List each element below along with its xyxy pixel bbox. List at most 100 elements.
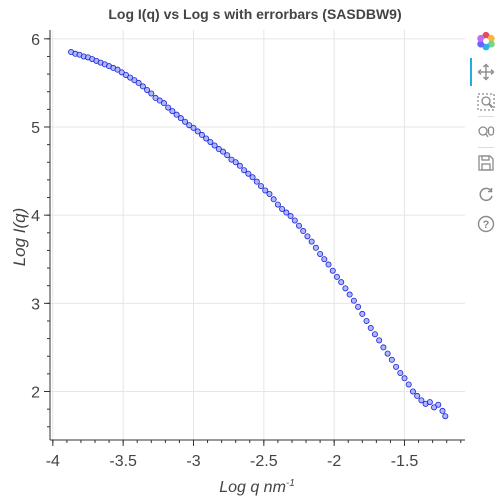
bokeh-logo-icon[interactable]: [475, 30, 497, 52]
data-point[interactable]: [393, 363, 400, 370]
data-point[interactable]: [359, 310, 366, 317]
data-point[interactable]: [312, 244, 319, 251]
y-axis-ticks: 2 3 4 5 6: [31, 32, 50, 428]
data-point[interactable]: [329, 267, 336, 274]
data-point[interactable]: [380, 344, 387, 351]
toolbar-separator: [478, 116, 494, 117]
data-point[interactable]: [308, 238, 315, 245]
data-point[interactable]: [435, 401, 442, 408]
data-point[interactable]: [300, 228, 307, 235]
data-point[interactable]: [333, 273, 340, 280]
data-point[interactable]: [182, 118, 189, 125]
data-point[interactable]: [371, 331, 378, 338]
box-zoom-icon[interactable]: [475, 91, 497, 113]
x-axis-ticks: -4 -3.5 -3 -2.5 -2 -1.5: [46, 440, 462, 470]
data-point[interactable]: [397, 369, 404, 376]
x-tick-label: -2: [327, 453, 341, 470]
data-point[interactable]: [236, 162, 243, 169]
data-point[interactable]: [152, 94, 159, 101]
data-point[interactable]: [148, 90, 155, 97]
data-point[interactable]: [409, 388, 416, 395]
data-point[interactable]: [346, 291, 353, 298]
data-point[interactable]: [367, 325, 374, 332]
y-tick-label: 5: [31, 120, 40, 137]
data-point[interactable]: [439, 407, 446, 414]
data-point[interactable]: [198, 131, 205, 138]
reset-icon[interactable]: [475, 183, 497, 205]
data-point[interactable]: [321, 256, 328, 263]
data-point[interactable]: [173, 111, 180, 118]
data-point[interactable]: [342, 285, 349, 292]
data-point[interactable]: [426, 399, 433, 406]
pan-icon[interactable]: [475, 61, 497, 83]
data-point[interactable]: [245, 170, 252, 177]
data-points[interactable]: [68, 49, 449, 420]
data-point[interactable]: [135, 79, 142, 86]
data-point[interactable]: [355, 303, 362, 310]
data-point[interactable]: [279, 205, 286, 212]
data-point[interactable]: [241, 167, 248, 174]
data-point[interactable]: [325, 261, 332, 268]
data-point[interactable]: [160, 100, 167, 107]
data-point[interactable]: [405, 381, 412, 388]
y-tick-label: 2: [31, 385, 40, 402]
data-point[interactable]: [384, 350, 391, 357]
data-point[interactable]: [295, 222, 302, 229]
x-axis-label: Log q nm-1: [219, 478, 295, 496]
data-point[interactable]: [338, 279, 345, 286]
data-point[interactable]: [194, 128, 201, 135]
data-point[interactable]: [350, 297, 357, 304]
data-point[interactable]: [304, 233, 311, 240]
y-tick-label: 3: [31, 296, 40, 313]
data-point[interactable]: [215, 146, 222, 153]
data-point[interactable]: [249, 174, 256, 181]
y-axis-label: Log I(q): [10, 208, 29, 267]
data-point[interactable]: [274, 201, 281, 208]
grid: [50, 30, 465, 440]
data-point[interactable]: [220, 148, 227, 155]
save-icon[interactable]: [475, 152, 497, 174]
data-point[interactable]: [165, 104, 172, 111]
x-axis-label-superscript: -1: [286, 478, 295, 489]
data-point[interactable]: [114, 66, 121, 73]
data-point[interactable]: [270, 196, 277, 203]
data-point[interactable]: [431, 404, 438, 411]
data-point[interactable]: [122, 71, 129, 78]
data-point[interactable]: [287, 213, 294, 220]
data-point[interactable]: [186, 122, 193, 129]
data-point[interactable]: [388, 356, 395, 363]
help-icon[interactable]: ?: [475, 213, 497, 235]
toolbar-separator: [478, 147, 494, 148]
data-point[interactable]: [401, 375, 408, 382]
data-point[interactable]: [232, 159, 239, 166]
x-tick-label: -1.5: [391, 453, 419, 470]
data-point[interactable]: [228, 156, 235, 163]
data-point[interactable]: [203, 135, 210, 142]
data-point[interactable]: [144, 86, 151, 93]
data-point[interactable]: [317, 250, 324, 257]
data-point[interactable]: [262, 187, 269, 194]
data-point[interactable]: [211, 142, 218, 149]
data-point[interactable]: [118, 69, 125, 76]
data-point[interactable]: [190, 124, 197, 131]
data-point[interactable]: [131, 77, 138, 84]
data-point[interactable]: [177, 115, 184, 122]
data-point[interactable]: [127, 74, 134, 81]
wheel-zoom-icon[interactable]: [475, 121, 497, 143]
data-point[interactable]: [169, 108, 176, 115]
data-point[interactable]: [258, 183, 265, 190]
data-point[interactable]: [253, 178, 260, 185]
data-point[interactable]: [418, 397, 425, 404]
data-point[interactable]: [442, 413, 449, 420]
data-point[interactable]: [376, 337, 383, 344]
data-point[interactable]: [156, 97, 163, 104]
data-point[interactable]: [266, 190, 273, 197]
data-point[interactable]: [363, 317, 370, 324]
data-point[interactable]: [139, 83, 146, 90]
data-point[interactable]: [283, 209, 290, 216]
data-point[interactable]: [414, 392, 421, 399]
data-point[interactable]: [224, 152, 231, 159]
data-point[interactable]: [207, 138, 214, 145]
data-point[interactable]: [291, 217, 298, 224]
